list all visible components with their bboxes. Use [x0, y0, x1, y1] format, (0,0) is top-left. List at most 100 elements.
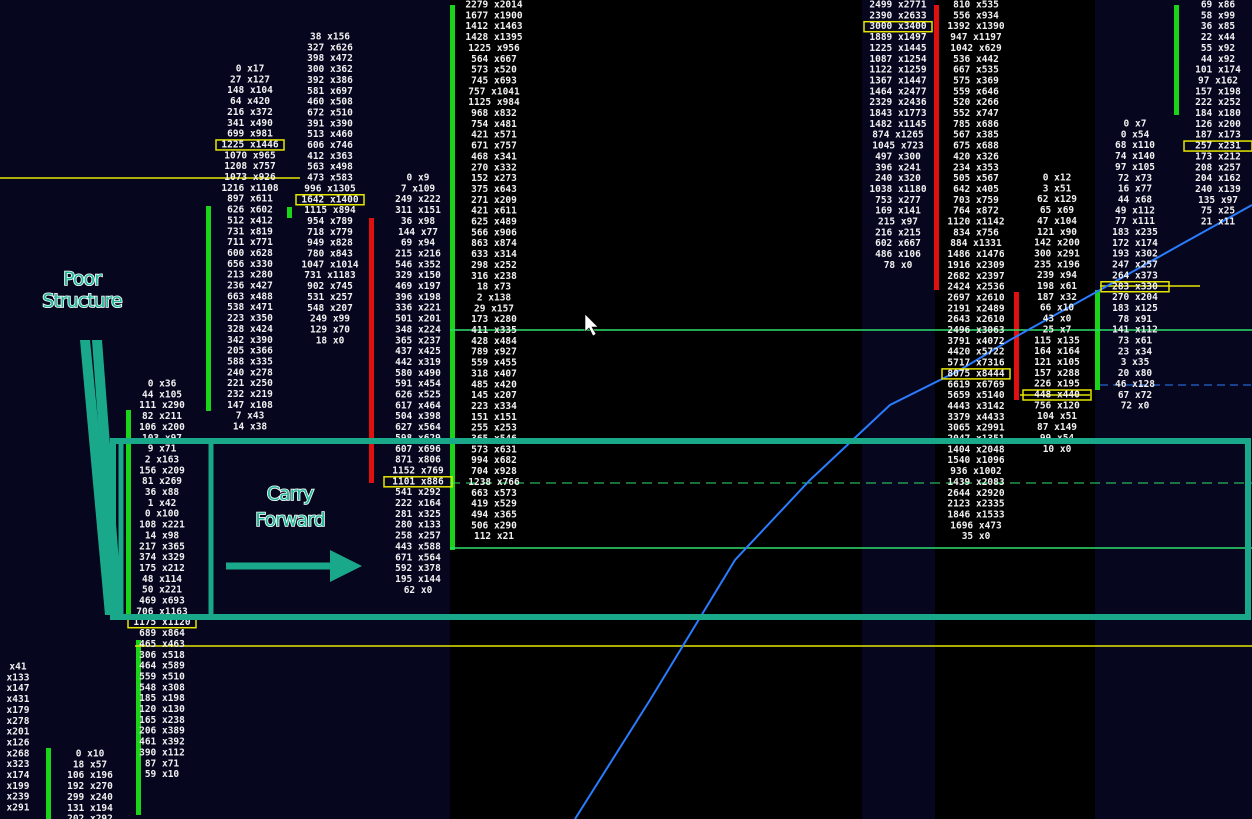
bid-ask-cell: 485 x420: [471, 379, 517, 390]
bid-ask-cell: 391 x390: [307, 118, 353, 129]
bid-ask-cell: 2643 x2610: [947, 314, 1004, 325]
bid-ask-cell: 437 x425: [395, 346, 441, 357]
bid-ask-cell: 607 x696: [395, 444, 441, 455]
bid-ask-cell: 513 x460: [307, 129, 353, 140]
bid-ask-cell: 874 x1265: [872, 130, 924, 141]
bid-ask-cell: 4420 x5722: [947, 347, 1004, 358]
bid-ask-cell: 327 x626: [307, 42, 353, 53]
bid-ask-cell: 1101 x886: [392, 476, 444, 487]
bid-ask-cell: 1175 x1120: [133, 617, 190, 628]
bid-ask-cell: 1045 x723: [872, 141, 924, 152]
bid-ask-cell: 3 x35: [1121, 357, 1150, 368]
bid-ask-cell: 1642 x1400: [301, 194, 358, 205]
bid-ask-cell: 592 x378: [395, 563, 441, 574]
bid-ask-cell: 120 x130: [139, 704, 185, 715]
bid-ask-cell: 152 x273: [471, 173, 517, 184]
bid-ask-cell: 336 x221: [395, 303, 441, 314]
bid-ask-cell: 72 x73: [1118, 173, 1153, 184]
bid-ask-cell: 548 x308: [139, 682, 185, 693]
bid-ask-cell: 606 x746: [307, 140, 353, 151]
bid-ask-cell: 298 x252: [471, 260, 517, 271]
bid-ask-cell: x126: [7, 737, 30, 748]
bid-ask-cell: 663 x488: [227, 291, 273, 302]
bid-ask-cell: 239 x94: [1037, 270, 1077, 281]
bid-ask-cell: 486 x106: [875, 249, 921, 260]
bid-ask-cell: 281 x325: [395, 509, 441, 520]
bid-ask-cell: 44 x105: [142, 389, 182, 400]
bid-ask-cell: 573 x520: [471, 65, 517, 76]
bid-ask-cell: 58 x99: [1201, 10, 1236, 21]
bid-ask-cell: 0 x9: [407, 173, 430, 184]
bid-ask-cell: x268: [7, 748, 30, 759]
bid-ask-cell: 757 x1041: [468, 86, 520, 97]
annotation-shapes: [80, 313, 1251, 620]
bid-ask-cell: 75 x25: [1201, 206, 1236, 217]
poc-highlight: [941, 368, 1011, 380]
bid-ask-cell: 428 x484: [471, 336, 517, 347]
poc-highlight: [383, 476, 453, 488]
bid-ask-cell: 69 x94: [401, 238, 436, 249]
bid-ask-cell: 235 x196: [1034, 259, 1080, 270]
bid-ask-cell: 0 x100: [145, 509, 180, 520]
bid-ask-cell: 249 x99: [310, 314, 350, 325]
bid-ask-cell: 44 x68: [1118, 194, 1153, 205]
bid-ask-cell: 82 x211: [142, 411, 182, 422]
bid-ask-cell: 626 x602: [227, 205, 273, 216]
bid-ask-cell: 147 x108: [227, 400, 273, 411]
bid-ask-cell: 2329 x2436: [869, 97, 926, 108]
bid-ask-cell: 505 x567: [953, 173, 999, 184]
bid-ask-cell: 69 x86: [1201, 0, 1236, 11]
bid-ask-cell: 318 x407: [471, 368, 517, 379]
bid-ask-cell: 1122 x1259: [869, 65, 926, 76]
bid-ask-cell: 36 x98: [401, 216, 436, 227]
bid-ask-cell: 157 x288: [1034, 368, 1080, 379]
bid-ask-cell: 348 x224: [395, 324, 441, 335]
bid-ask-cell: 198 x61: [1037, 281, 1077, 292]
bid-ask-cell: 575 x369: [953, 75, 999, 86]
bid-ask-cell: 3065 x2991: [947, 423, 1004, 434]
bid-ask-cell: 145 x207: [471, 390, 517, 401]
bid-ask-cell: 1152 x769: [392, 465, 444, 476]
bid-ask-cell: 2 x138: [477, 292, 512, 303]
bid-ask-cell: x133: [7, 672, 30, 683]
bid-ask-cell: 671 x564: [395, 552, 441, 563]
bid-ask-cell: 573 x631: [471, 444, 517, 455]
bid-ask-cell: 18 x0: [316, 335, 345, 346]
bid-ask-cell: 131 x194: [67, 803, 113, 814]
bid-ask-cell: 173 x212: [1195, 151, 1241, 162]
bid-ask-cell: 536 x442: [953, 54, 999, 65]
bid-ask-cell: 1042 x629: [950, 43, 1002, 54]
bid-ask-cell: 18 x57: [73, 759, 107, 770]
bid-ask-cell: 512 x412: [227, 215, 273, 226]
bid-ask-cell: 2499 x2771: [869, 0, 926, 11]
bid-ask-cell: 2682 x2397: [947, 271, 1004, 282]
bid-ask-cell: 240 x278: [227, 367, 273, 378]
bid-ask-cell: 258 x257: [395, 531, 441, 542]
bid-ask-cell: x278: [7, 716, 30, 727]
bid-ask-cell: 1047 x1014: [301, 259, 358, 270]
volume-bars: [46, 5, 1179, 819]
bid-ask-cell: 232 x219: [227, 389, 273, 400]
bid-ask-cell: 328 x424: [227, 324, 273, 335]
bid-ask-cell: 588 x335: [227, 356, 273, 367]
bid-ask-cell: 141 x112: [1112, 325, 1158, 336]
bid-ask-cell: 217 x365: [139, 541, 185, 552]
bid-ask-cell: 780 x843: [307, 249, 353, 260]
bid-ask-cell: 108 x221: [139, 520, 185, 531]
bid-ask-cell: 6619 x6769: [947, 379, 1004, 390]
bid-ask-cell: 9 x71: [148, 444, 177, 455]
bid-ask-cell: 789 x927: [471, 347, 517, 358]
bid-ask-cell: 14 x38: [233, 422, 268, 433]
bid-ask-cell: 49 x112: [1115, 205, 1155, 216]
bid-ask-cell: 236 x427: [227, 281, 273, 292]
bid-ask-cell: 342 x390: [227, 335, 273, 346]
bid-ask-cell: 164 x164: [1034, 346, 1080, 357]
bid-ask-cell: 711 x771: [227, 237, 273, 248]
bid-ask-cell: 74 x140: [1115, 151, 1155, 162]
bid-ask-cell: 144 x77: [398, 227, 438, 238]
bid-ask-cell: 1843 x1773: [869, 108, 926, 119]
bid-ask-cell: 566 x906: [471, 227, 517, 238]
bid-ask-cell: 642 x405: [953, 184, 999, 195]
bid-ask-cell: 215 x97: [878, 217, 918, 228]
bid-ask-cell: 222 x164: [395, 498, 441, 509]
